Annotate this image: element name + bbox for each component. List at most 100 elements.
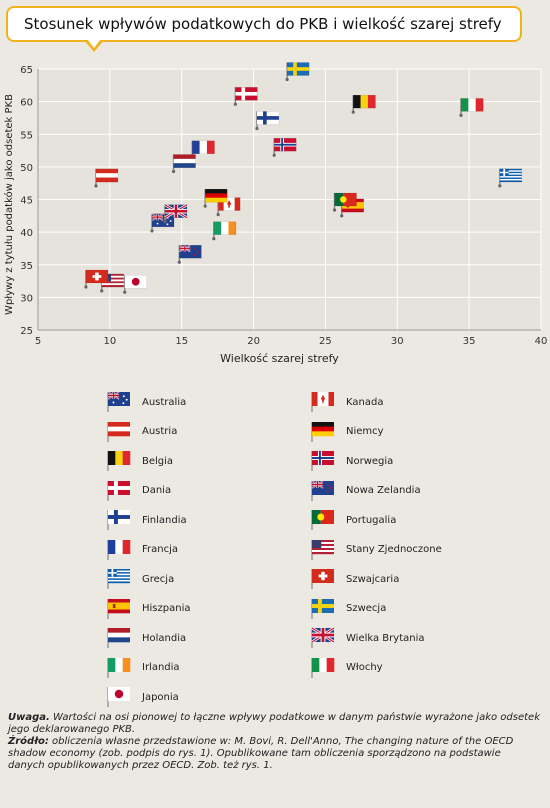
x-tick-label: 35 <box>463 336 476 347</box>
y-tick-label: 25 <box>20 326 33 337</box>
legend-label: Norwegia <box>346 455 394 467</box>
y-tick-label: 45 <box>20 196 33 207</box>
legend-item-stany-zjednoczone: Stany Zjednoczone <box>310 538 442 562</box>
source-text: obliczenia własne przedstawione w: M. Bo… <box>8 736 514 771</box>
note-text: Wartości na osi pionowej to łączne wpływ… <box>8 712 540 735</box>
legend-label: Szwajcaria <box>346 573 400 585</box>
x-tick-label: 25 <box>319 336 332 347</box>
legend-flag-portugalia-icon <box>311 510 334 530</box>
point-grecja-flag <box>498 168 523 188</box>
legend-label: Holandia <box>142 632 187 644</box>
legend-flag-austria-icon <box>107 421 130 442</box>
source-label: Źródło: <box>8 736 49 747</box>
y-tick-label: 40 <box>20 228 33 239</box>
legend-item-kanada: Kanada <box>310 390 383 414</box>
legend-flag-dania-icon <box>107 480 130 501</box>
legend-item-wlochy: Włochy <box>310 656 383 680</box>
legend-label: Finlandia <box>142 514 187 526</box>
point-norwegia-flag <box>272 137 297 157</box>
chart-title: Stosunek wpływów podatkowych do PKB i wi… <box>24 15 502 33</box>
legend-label: Grecja <box>142 573 175 585</box>
legend-label: Japonia <box>142 691 179 703</box>
legend-flag-szwajcaria-icon <box>311 569 334 589</box>
y-tick-label: 35 <box>20 261 33 272</box>
point-szwajcaria-flag <box>84 269 109 289</box>
point-portugalia-flag <box>332 192 357 212</box>
legend-item-niemcy: Niemcy <box>310 420 384 444</box>
legend-item-australia: Australia <box>106 390 186 414</box>
legend-flag-hiszpania-icon <box>107 598 130 619</box>
point-nowa-zelandia-flag <box>177 244 202 264</box>
legend-item-wielka-brytania: Wielka Brytania <box>310 626 424 650</box>
legend-flag-australia-icon <box>107 391 130 412</box>
legend-label: Włochy <box>346 662 383 673</box>
point-japonia-flag <box>123 274 147 294</box>
point-niemcy-flag <box>203 188 228 208</box>
legend-flag-holandia-icon <box>107 628 130 648</box>
legend-label: Szwecja <box>346 603 387 614</box>
legend-flag-francja-icon <box>107 539 131 560</box>
legend-label: Australia <box>142 396 187 408</box>
legend-flag-japonia-icon <box>107 687 130 707</box>
legend-item-francja: Francja <box>106 538 178 562</box>
legend-flag-belgia-icon <box>107 451 131 471</box>
legend-item-szwecja: Szwecja <box>310 597 386 621</box>
point-wlochy-flag <box>459 98 484 117</box>
legend-flag-kanada-icon <box>311 392 334 412</box>
chart-title-box: Stosunek wpływów podatkowych do PKB i wi… <box>6 6 522 42</box>
point-dania-flag <box>233 87 258 106</box>
legend-item-szwajcaria: Szwajcaria <box>310 567 399 591</box>
x-tick-label: 20 <box>247 336 260 347</box>
y-axis-label: Wpływy z tytułu podatków jako odsetek PK… <box>3 94 15 315</box>
legend-item-belgia: Belgia <box>106 449 173 473</box>
legend-item-irlandia: Irlandia <box>106 656 180 680</box>
legend-flag-wielka-brytania-icon <box>311 626 335 648</box>
legend-flag-stany-zjednoczone-icon <box>311 539 334 560</box>
title-callout-tail-inner <box>87 39 101 48</box>
legend-label: Francja <box>142 544 179 555</box>
legend-flag-grecja-icon <box>107 569 130 589</box>
legend-item-austria: Austria <box>106 420 177 444</box>
legend-flag-niemcy-icon <box>311 421 334 442</box>
legend-item-nowa-zelandia: Nowa Zelandia <box>310 479 421 503</box>
point-austria-flag <box>94 168 119 188</box>
legend-item-portugalia: Portugalia <box>310 508 396 532</box>
legend-label: Stany Zjednoczone <box>346 544 442 555</box>
legend-label: Niemcy <box>346 426 384 437</box>
legend-item-norwegia: Norwegia <box>310 449 393 473</box>
x-tick-label: 10 <box>103 336 116 347</box>
legend-item-hiszpania: Hiszpania <box>106 597 190 621</box>
x-tick-label: 30 <box>391 336 404 347</box>
point-irlandia-flag <box>212 221 237 241</box>
point-finlandia-flag <box>255 111 280 131</box>
y-tick-label: 30 <box>20 293 33 304</box>
legend-item-finlandia: Finlandia <box>106 508 187 532</box>
legend-flag-nowa-zelandia-icon <box>311 479 334 501</box>
x-tick-label: 5 <box>35 336 41 347</box>
point-belgia-flag <box>351 94 376 114</box>
legend-label: Wielka Brytania <box>346 632 425 644</box>
legend-item-holandia: Holandia <box>106 626 186 650</box>
point-wielka-brytania-flag <box>163 203 188 224</box>
legend-flag-wlochy-icon <box>311 657 335 678</box>
legend-label: Irlandia <box>142 662 180 673</box>
legend-label: Austria <box>142 426 178 437</box>
legend-item-dania: Dania <box>106 479 171 503</box>
note-label: Uwaga. <box>8 712 50 723</box>
x-tick-label: 40 <box>535 336 548 347</box>
legend-label: Dania <box>142 485 172 496</box>
y-tick-label: 60 <box>20 98 33 109</box>
y-tick-label: 50 <box>20 163 33 174</box>
legend-label: Nowa Zelandia <box>346 485 421 496</box>
x-axis-label: Wielkość szarej strefy <box>220 352 339 365</box>
legend-item-japonia: Japonia <box>106 685 179 709</box>
legend-label: Belgia <box>142 455 174 467</box>
legend-flag-finlandia-icon <box>107 510 130 530</box>
legend-flag-irlandia-icon <box>107 657 131 678</box>
y-tick-label: 55 <box>20 130 33 141</box>
legend-label: Portugalia <box>346 514 397 526</box>
legend-flag-norwegia-icon <box>311 451 334 471</box>
legend-flag-szwecja-icon <box>311 598 334 619</box>
legend-label: Kanada <box>346 396 384 408</box>
point-holandia-flag <box>171 154 196 174</box>
